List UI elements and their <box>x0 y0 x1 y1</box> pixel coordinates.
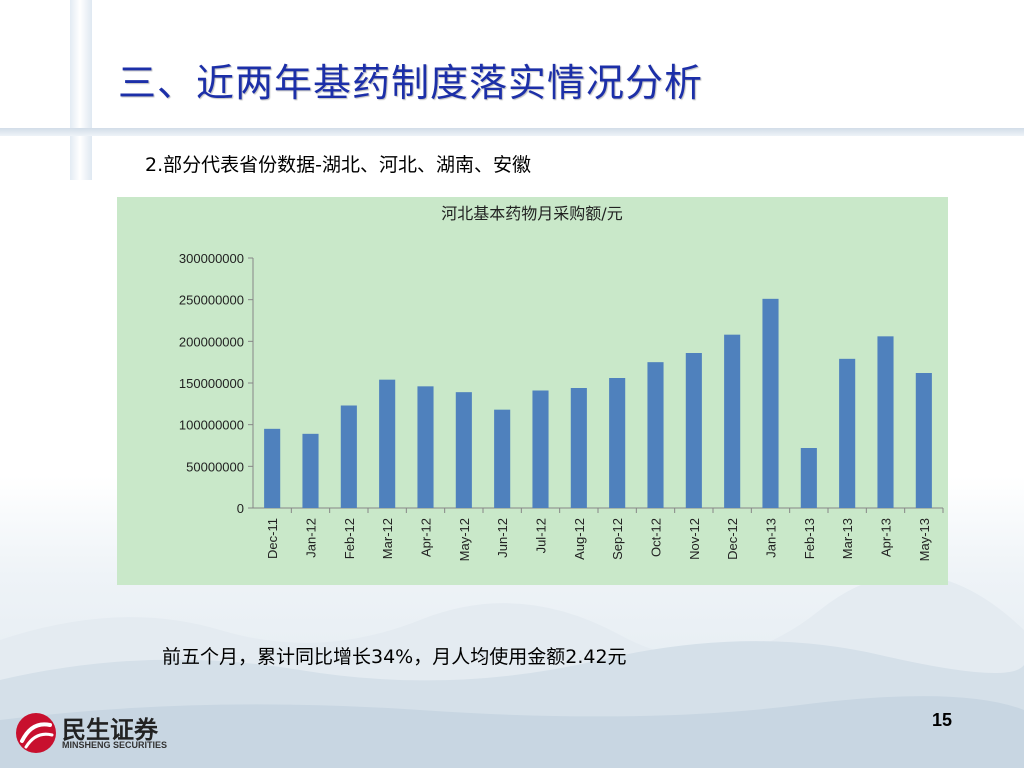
bar <box>915 373 932 508</box>
x-tick-label: Dec-12 <box>725 518 740 560</box>
y-tick-label: 50000000 <box>186 459 244 474</box>
bar-chart: 河北基本药物月采购额/元 0 50000000 100000000 150000000 2… <box>179 204 944 561</box>
bar <box>455 392 472 508</box>
bar <box>647 362 664 508</box>
bar <box>724 334 741 508</box>
bar <box>762 298 779 508</box>
bar <box>609 378 626 508</box>
slide-title: 三、近两年基药制度落实情况分析 <box>118 61 704 105</box>
mountain-background <box>0 574 1024 768</box>
x-tick-label: Oct-12 <box>649 518 664 557</box>
decorative-horizontal-band <box>0 128 1024 136</box>
x-tick-label: Jun-12 <box>495 518 510 558</box>
x-tick-label: Mar-13 <box>840 518 855 559</box>
bar <box>532 390 549 508</box>
x-tick-label: Nov-12 <box>687 518 702 560</box>
decorative-vertical-band <box>70 0 92 180</box>
logo-emblem-icon <box>16 713 56 753</box>
x-tick-label: Sep-12 <box>610 518 625 560</box>
page-number: 15 <box>932 710 953 730</box>
bar <box>839 358 856 508</box>
x-tick-label: Dec-11 <box>265 518 280 559</box>
bar <box>685 353 702 508</box>
chart-title: 河北基本药物月采购额/元 <box>441 204 622 223</box>
logo-name: 民生证券 <box>62 716 158 744</box>
bar <box>494 409 511 508</box>
x-tick-label: Jul-12 <box>534 518 549 553</box>
x-tick-label: Feb-12 <box>342 518 357 559</box>
logo-subtitle: MINSHENG SECURITIES <box>62 740 168 750</box>
x-tick-label: Mar-12 <box>380 518 395 559</box>
y-tick-label: 100000000 <box>179 418 244 433</box>
x-tick-label: Jan-13 <box>764 518 779 558</box>
bar <box>877 336 894 508</box>
slide-subtitle: 2.部分代表省份数据-湖北、河北、湖南、安徽 <box>145 154 531 176</box>
x-tick-label: Apr-12 <box>419 518 434 557</box>
bar <box>800 448 817 508</box>
y-tick-label: 150000000 <box>179 376 244 391</box>
x-tick-label: May-13 <box>917 518 932 561</box>
chart-panel: 河北基本药物月采购额/元 0 50000000 100000000 150000000 2… <box>117 197 948 585</box>
summary-note: 前五个月，累计同比增长34%，月人均使用金额2.42元 <box>162 646 627 668</box>
bar <box>570 388 587 508</box>
y-tick-label: 250000000 <box>179 293 244 308</box>
y-tick-label: 0 <box>237 501 244 516</box>
bar <box>264 428 281 508</box>
bar <box>302 433 319 508</box>
y-tick-label: 300000000 <box>179 251 244 266</box>
bar <box>379 379 396 508</box>
x-tick-label: Apr-13 <box>879 518 894 557</box>
bar <box>340 405 357 508</box>
y-tick-label: 200000000 <box>179 334 244 349</box>
x-tick-label: May-12 <box>457 518 472 561</box>
x-tick-label: Jan-12 <box>304 518 319 558</box>
x-tick-label: Aug-12 <box>572 518 587 560</box>
bar <box>417 386 434 508</box>
x-tick-label: Feb-13 <box>802 518 817 559</box>
minsheng-logo: 民生证券 MINSHENG SECURITIES <box>14 710 184 756</box>
